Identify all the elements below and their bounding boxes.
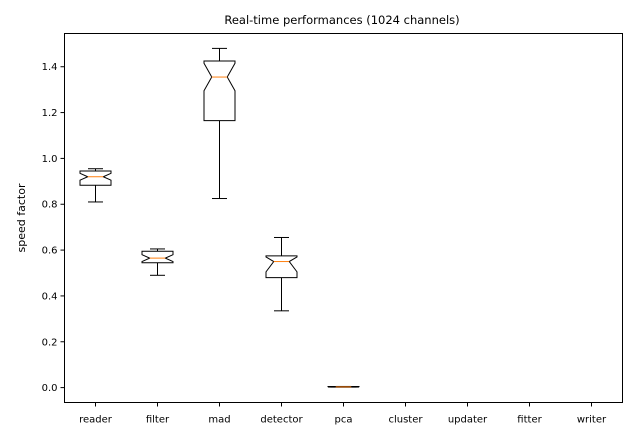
x-axis-ticks: reader filter mad detector pca cluster updater… (79, 402, 607, 426)
box-body (203, 60, 236, 122)
box-reader (79, 168, 112, 203)
box-filter (141, 248, 174, 276)
y-tick-label: 1.0 (42, 154, 58, 165)
y-tick-label: 0.8 (42, 200, 58, 211)
y-tick-label: 0.0 (42, 383, 58, 394)
x-tick-label: reader (79, 415, 113, 426)
box-body (79, 170, 112, 186)
y-axis-ticks: 0.0 0.2 0.4 0.6 0.8 1.0 1.2 1.4 (42, 62, 65, 394)
box-body (265, 255, 298, 279)
box-series (79, 47, 360, 388)
chart-title: Real-time performances (1024 channels) (224, 13, 459, 27)
y-axis-label: speed factor (15, 183, 28, 252)
x-tick-label: writer (577, 415, 607, 426)
x-tick-label: fitter (517, 415, 542, 426)
y-tick-label: 1.4 (42, 62, 58, 73)
y-tick-label: 0.4 (42, 291, 58, 302)
box-detector (265, 236, 298, 312)
box-pca (327, 385, 360, 388)
plot-frame (64, 33, 623, 403)
x-tick-label: mad (208, 415, 230, 426)
y-tick-label: 1.2 (42, 108, 58, 119)
y-tick-label: 0.6 (42, 246, 58, 257)
box-body (141, 250, 174, 264)
y-tick-label: 0.2 (42, 337, 58, 348)
x-tick-label: filter (146, 415, 170, 426)
x-tick-label: cluster (388, 415, 423, 426)
box-mad (203, 47, 236, 200)
x-tick-label: detector (260, 415, 303, 426)
x-tick-label: pca (335, 415, 353, 426)
x-tick-label: updater (448, 415, 488, 426)
